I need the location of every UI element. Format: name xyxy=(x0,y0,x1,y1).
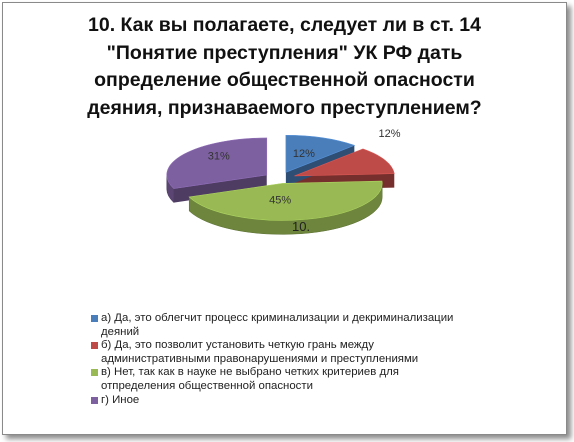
chart-legend: а) Да, это облегчит процесс криминализац… xyxy=(91,312,521,407)
legend-swatch-b xyxy=(91,342,98,350)
legend-text-d-1: г) Иное xyxy=(101,393,140,406)
legend-text-b-2: административными правонарушениями и пре… xyxy=(101,352,419,365)
chart-title: 10. Как вы полагаете, следует ли в ст. 1… xyxy=(3,12,566,122)
pie-label-a: 12% xyxy=(293,148,315,160)
legend-swatch-a xyxy=(91,315,98,322)
legend-text-b-1: б) Да, это позволит установить четкую гр… xyxy=(101,339,374,352)
chart-title-line-1: 10. Как вы полагаете, следует ли в ст. 1… xyxy=(88,14,481,36)
legend-item-c: в) Нет, так как в науке не выбрано четки… xyxy=(91,366,521,393)
chart-frame: 10. Как вы полагаете, следует ли в ст. 1… xyxy=(2,2,567,435)
chart-title-line-3: определение общественной опасности xyxy=(94,69,475,91)
pie-label-d: 31% xyxy=(208,150,230,162)
pie-label-c: 45% xyxy=(269,195,291,207)
chart-title-line-4: деяния, признаваемого преступлением? xyxy=(87,96,482,119)
legend-text-c-2: отпределения общественной опасности xyxy=(101,379,313,392)
pie-label-b: 12% xyxy=(378,128,400,140)
pie-slice-c xyxy=(188,180,383,221)
legend-item-b: б) Да, это позволит установить четкую гр… xyxy=(91,339,521,366)
overlay-number: 10. xyxy=(292,219,310,234)
pie-chart: 12% 12% 45% 31% 10. xyxy=(166,128,401,235)
pie-labels: 12% 12% 45% 31% xyxy=(208,128,401,207)
pie-slice-b xyxy=(294,148,395,177)
legend-swatch-d xyxy=(91,396,98,404)
legend-swatch-c xyxy=(91,369,98,377)
legend-text-a-2: деяний xyxy=(101,325,140,338)
chart-title-line-2: "Понятие преступления" УК РФ дать xyxy=(106,41,463,64)
legend-text-a-1: а) Да, это облегчит процесс криминализац… xyxy=(101,312,454,324)
pie-slice-d xyxy=(166,137,268,189)
legend-item-a: а) Да, это облегчит процесс криминализац… xyxy=(91,312,521,339)
pie-tops xyxy=(166,135,395,221)
pie-slice-a xyxy=(285,135,356,173)
legend-text-c-1: в) Нет, так как в науке не выбрано четки… xyxy=(101,366,399,379)
legend-item-d: г) Иное xyxy=(91,394,521,408)
